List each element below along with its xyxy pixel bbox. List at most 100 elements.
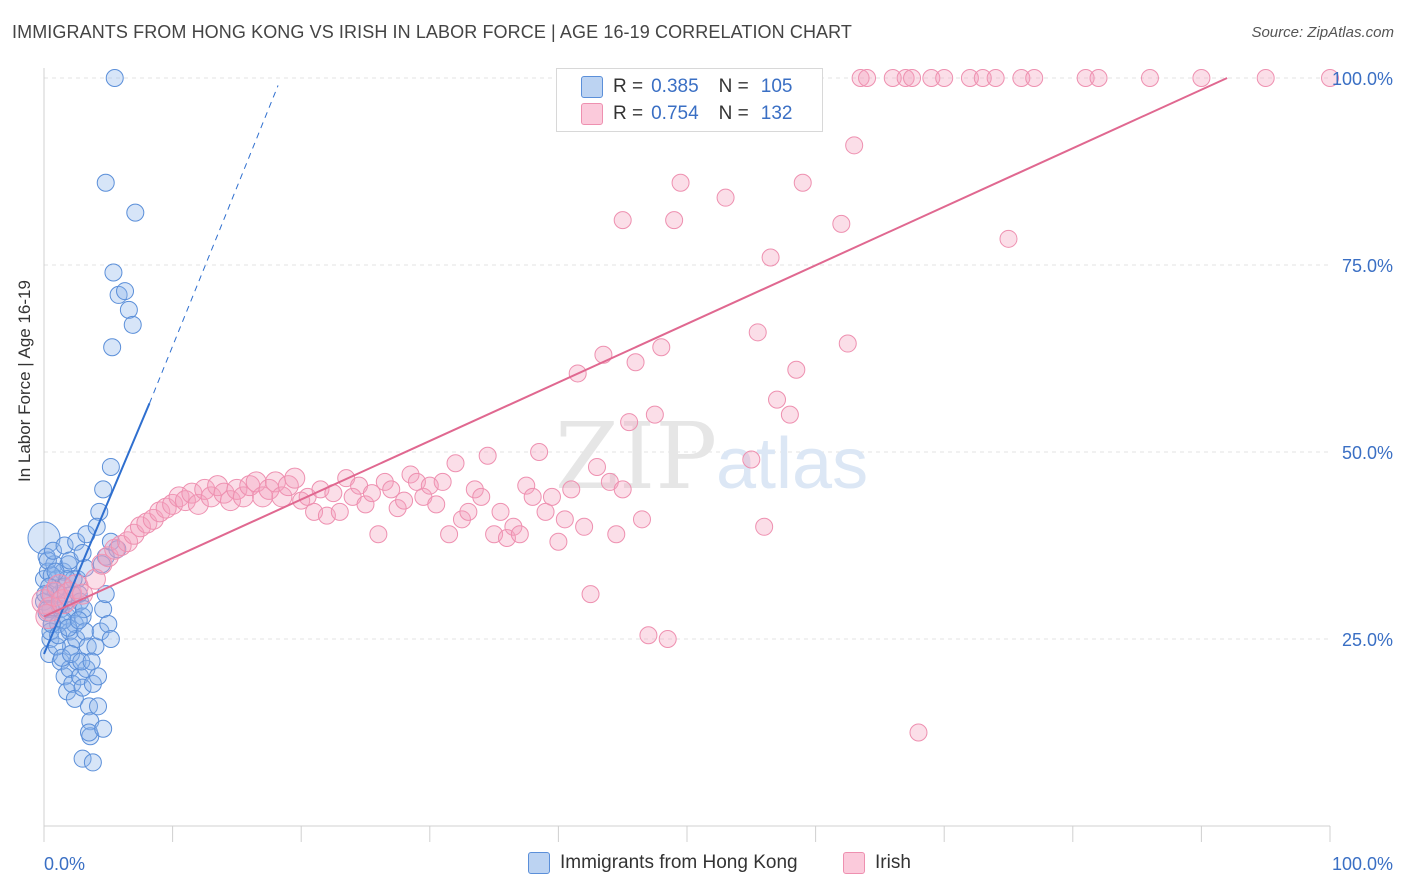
irish-point [149,501,171,523]
irish-point [284,467,306,489]
hong-kong-point [101,457,120,476]
irish-trend-line [43,77,1228,618]
hong-kong-point [89,667,108,686]
irish-point [973,69,992,87]
hong-kong-point [94,480,113,499]
hong-kong-point [62,644,81,663]
irish-point [768,390,787,409]
irish-point [581,585,600,604]
hong-kong-point [94,719,113,738]
gridlines [44,77,1330,640]
axes [43,68,1331,842]
hong-kong-point [72,652,91,671]
irish-point [31,589,57,615]
irish-point [613,480,632,499]
tick-labels: 25.0% 50.0% 75.0% 100.0% 0.0% 100.0% [44,69,1393,874]
legend-r-label: R = [613,76,644,97]
hong-kong-point [89,697,108,716]
hong-kong-point [104,263,123,282]
irish-point [465,480,484,499]
irish-point [858,69,877,87]
irish-point [375,472,394,491]
chart-title: IMMIGRANTS FROM HONG KONG VS IRISH IN LA… [12,22,853,42]
y-tick-label: 25.0% [1342,630,1393,650]
hong-kong-point [73,678,92,697]
irish-point [168,486,190,508]
irish-point [986,69,1005,87]
hong-kong-trend-extension [148,85,279,404]
irish-point [883,69,902,87]
hong-kong-point [59,618,78,637]
irish-point [517,476,536,495]
irish-point [382,480,401,499]
x-tick-label: 100.0% [1332,854,1393,874]
hong-kong-point [83,753,102,772]
irish-point [523,487,542,506]
irish-point [665,211,684,230]
irish-point [632,510,651,529]
irish-point [388,499,407,518]
y-tick-label: 100.0% [1332,69,1393,89]
irish-point [575,517,594,536]
hong-kong-point [86,637,105,656]
hong-kong-point [91,622,110,641]
irish-point [362,484,381,503]
source-label: Source: ZipAtlas.com [1251,24,1394,41]
y-tick-label: 75.0% [1342,256,1393,276]
irish-point [716,188,735,207]
hong-kong-point [53,648,72,667]
irish-point [851,69,870,87]
y-axis-label: In Labor Force | Age 16-19 [15,280,34,482]
irish-point [639,626,658,645]
irish-point [903,69,922,87]
legend-r-value: 0.754 [651,103,699,124]
irish-point [838,334,857,353]
irish-point [271,486,293,508]
hong-kong-point [69,611,88,630]
hong-kong-point [105,69,124,87]
hong-kong-point [96,173,115,192]
irish-point [613,211,632,230]
bottom-legend-hong-kong: Immigrants from Hong Kong [528,852,798,874]
irish-point [549,532,568,551]
hong-kong-point [94,600,113,619]
hong-kong-point [76,622,95,641]
legend-n-value: 105 [760,76,793,97]
irish-point [652,338,671,357]
bottom-legend-label-hong-kong: Immigrants from Hong Kong [560,852,798,873]
hong-kong-point [63,674,82,693]
irish-point [1025,69,1044,87]
irish-point [472,487,491,506]
x-tick-label: 0.0% [44,854,85,874]
irish-point [1321,69,1339,87]
legend-r-label: R = [613,103,644,124]
bottom-legend-irish: Irish [843,852,911,874]
hong-kong-point [73,749,92,768]
irish-point [671,173,690,192]
irish-point [491,502,510,521]
watermark-atlas: atlas [716,424,868,504]
trend-lines [43,77,1228,655]
hong-kong-point [101,630,120,648]
hong-kong-point [78,637,97,656]
series-hong-kong-points [27,69,145,772]
irish-point [1089,69,1108,87]
series-irish-points [31,69,1339,742]
irish-point [427,495,446,514]
irish-point [446,454,465,473]
irish-point [395,491,414,510]
irish-point [960,69,979,87]
hong-kong-point [119,300,138,319]
irish-point [356,495,375,514]
irish-point [232,486,254,508]
hong-kong-point [82,652,101,671]
irish-point [536,502,555,521]
hong-kong-point [99,615,118,634]
hong-kong-point [44,541,63,560]
y-tick-label: 50.0% [1342,443,1393,463]
irish-point [787,360,806,379]
hong-kong-trend-line [43,402,151,655]
legend-swatch-hong-kong [581,76,603,98]
irish-point [793,173,812,192]
